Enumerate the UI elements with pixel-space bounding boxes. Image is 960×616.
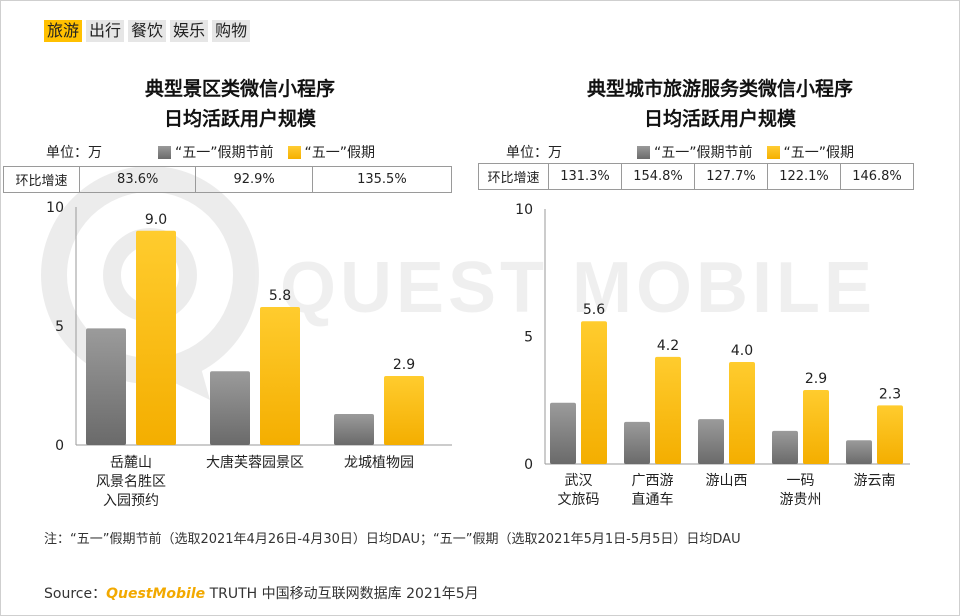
- bar-holiday: [655, 356, 681, 464]
- category-label: 武汉: [565, 473, 593, 489]
- right-unit-label: 单位：万: [506, 145, 562, 161]
- bar-before-holiday: [846, 440, 872, 464]
- bar-before-holiday: [698, 419, 724, 464]
- y-tick-label: 0: [524, 457, 533, 473]
- legend-gold-swatch-icon: [287, 145, 301, 159]
- legend-gold-swatch-icon: [766, 145, 780, 159]
- bar-holiday: [877, 405, 903, 464]
- legend-gray-swatch-icon: [637, 145, 650, 159]
- right-chart-title: 典型城市旅游服务类微信小程序 日均活跃用户规模: [500, 74, 940, 134]
- bar-holiday: [384, 375, 424, 445]
- bar-before-holiday: [772, 430, 798, 464]
- category-label: 直通车: [632, 491, 674, 508]
- legend-gray-swatch-icon: [158, 145, 171, 159]
- tab-shopping[interactable]: 购物: [212, 20, 251, 42]
- y-tick-label: 5: [524, 330, 533, 346]
- category-label: 游山西: [706, 473, 748, 489]
- left-chart-title-line2: 日均活跃用户规模: [163, 108, 316, 130]
- bar-holiday: [260, 306, 300, 445]
- left-growth-cell: 92.9%: [195, 166, 313, 193]
- right-growth-row: 环比增速 131.3% 154.8% 127.7% 122.1% 146.8%: [478, 163, 914, 190]
- category-label: 岳麓山: [110, 455, 152, 471]
- right-legend-holiday-label: “五一”假期: [783, 145, 855, 161]
- tab-dining[interactable]: 餐饮: [128, 20, 167, 42]
- right-legend-before-label: “五一”假期节前: [654, 145, 753, 161]
- right-chart-title-line2: 日均活跃用户规模: [643, 108, 796, 130]
- left-legend-before-label: “五一”假期节前: [175, 145, 274, 161]
- bar-before-holiday: [86, 328, 126, 445]
- footnote: 注：“五一”假期节前（选取2021年4月26日-4月30日）日均DAU；“五一”…: [44, 532, 741, 547]
- bar-before-holiday: [210, 371, 250, 445]
- left-legend-before: “五一”假期节前: [158, 142, 274, 162]
- right-legend: “五一”假期节前 “五一”假期: [637, 142, 868, 162]
- bar-data-label: 5.6: [583, 302, 605, 318]
- category-tabs: 旅游 出行 餐饮 娱乐 购物: [44, 20, 251, 42]
- tab-travel[interactable]: 旅游: [44, 20, 83, 42]
- bar-data-label: 5.8: [269, 288, 291, 304]
- source-prefix: Source：: [44, 586, 107, 602]
- bar-before-holiday: [550, 402, 576, 464]
- category-label: 入园预约: [103, 493, 159, 509]
- right-growth-cell: 127.7%: [694, 163, 768, 190]
- left-unit-label: 单位：万: [46, 145, 102, 161]
- left-growth-cell: 135.5%: [311, 166, 453, 193]
- left-chart-title: 典型景区类微信小程序 日均活跃用户规模: [40, 74, 440, 134]
- left-growth-row: 环比增速 83.6% 92.9% 135.5%: [3, 166, 453, 193]
- right-legend-before: “五一”假期节前: [637, 142, 753, 162]
- right-growth-cell: 131.3%: [548, 163, 622, 190]
- tab-transport[interactable]: 出行: [86, 20, 125, 42]
- tab-entertainment[interactable]: 娱乐: [170, 20, 209, 42]
- bar-data-label: 2.9: [393, 357, 415, 373]
- left-chart-title-line1: 典型景区类微信小程序: [144, 78, 335, 100]
- left-growth-table: 环比增速 83.6% 92.9% 135.5%: [3, 166, 453, 193]
- right-growth-cell: 146.8%: [840, 163, 914, 190]
- bar-data-label: 4.2: [657, 338, 679, 354]
- right-growth-table: 环比增速 131.3% 154.8% 127.7% 122.1% 146.8%: [478, 163, 914, 190]
- right-growth-label: 环比增速: [478, 163, 549, 190]
- bar-data-label: 4.0: [731, 343, 753, 359]
- y-tick-label: 0: [55, 438, 64, 454]
- bar-holiday: [729, 362, 755, 464]
- category-label: 龙城植物园: [344, 455, 414, 471]
- y-tick-label: 5: [55, 319, 64, 335]
- left-growth-label: 环比增速: [3, 166, 80, 193]
- source-brand: QuestMobile: [106, 586, 206, 602]
- category-label: 风景名胜区: [96, 474, 166, 490]
- y-tick-label: 10: [515, 202, 533, 218]
- source-line: Source：QuestMobile TRUTH 中国移动互联网数据库 2021…: [44, 583, 479, 603]
- bar-before-holiday: [624, 421, 650, 464]
- right-chart-title-line1: 典型城市旅游服务类微信小程序: [586, 78, 853, 100]
- right-growth-cell: 154.8%: [621, 163, 695, 190]
- bar-data-label: 2.9: [805, 371, 827, 387]
- left-legend: “五一”假期节前 “五一”假期: [158, 142, 389, 162]
- category-label: 一码: [787, 473, 815, 489]
- right-legend-holiday: “五一”假期: [766, 142, 855, 162]
- category-label: 游云南: [854, 473, 896, 489]
- right-growth-cell: 122.1%: [767, 163, 841, 190]
- bar-data-label: 9.0: [145, 212, 167, 228]
- category-label: 游贵州: [780, 492, 822, 508]
- bar-before-holiday: [334, 414, 374, 445]
- left-legend-holiday-label: “五一”假期: [304, 145, 376, 161]
- bar-holiday: [803, 390, 829, 464]
- bar-data-label: 2.3: [879, 386, 901, 402]
- category-label: 大唐芙蓉园景区: [206, 454, 304, 471]
- bar-holiday: [136, 230, 176, 445]
- source-suffix: TRUTH 中国移动互联网数据库 2021年5月: [205, 586, 479, 602]
- category-label: 文旅码: [558, 492, 600, 508]
- y-tick-label: 10: [46, 200, 64, 216]
- left-growth-cell: 83.6%: [78, 166, 197, 193]
- left-legend-holiday: “五一”假期: [287, 142, 376, 162]
- bar-holiday: [581, 321, 607, 464]
- category-label: 广西游: [632, 473, 674, 489]
